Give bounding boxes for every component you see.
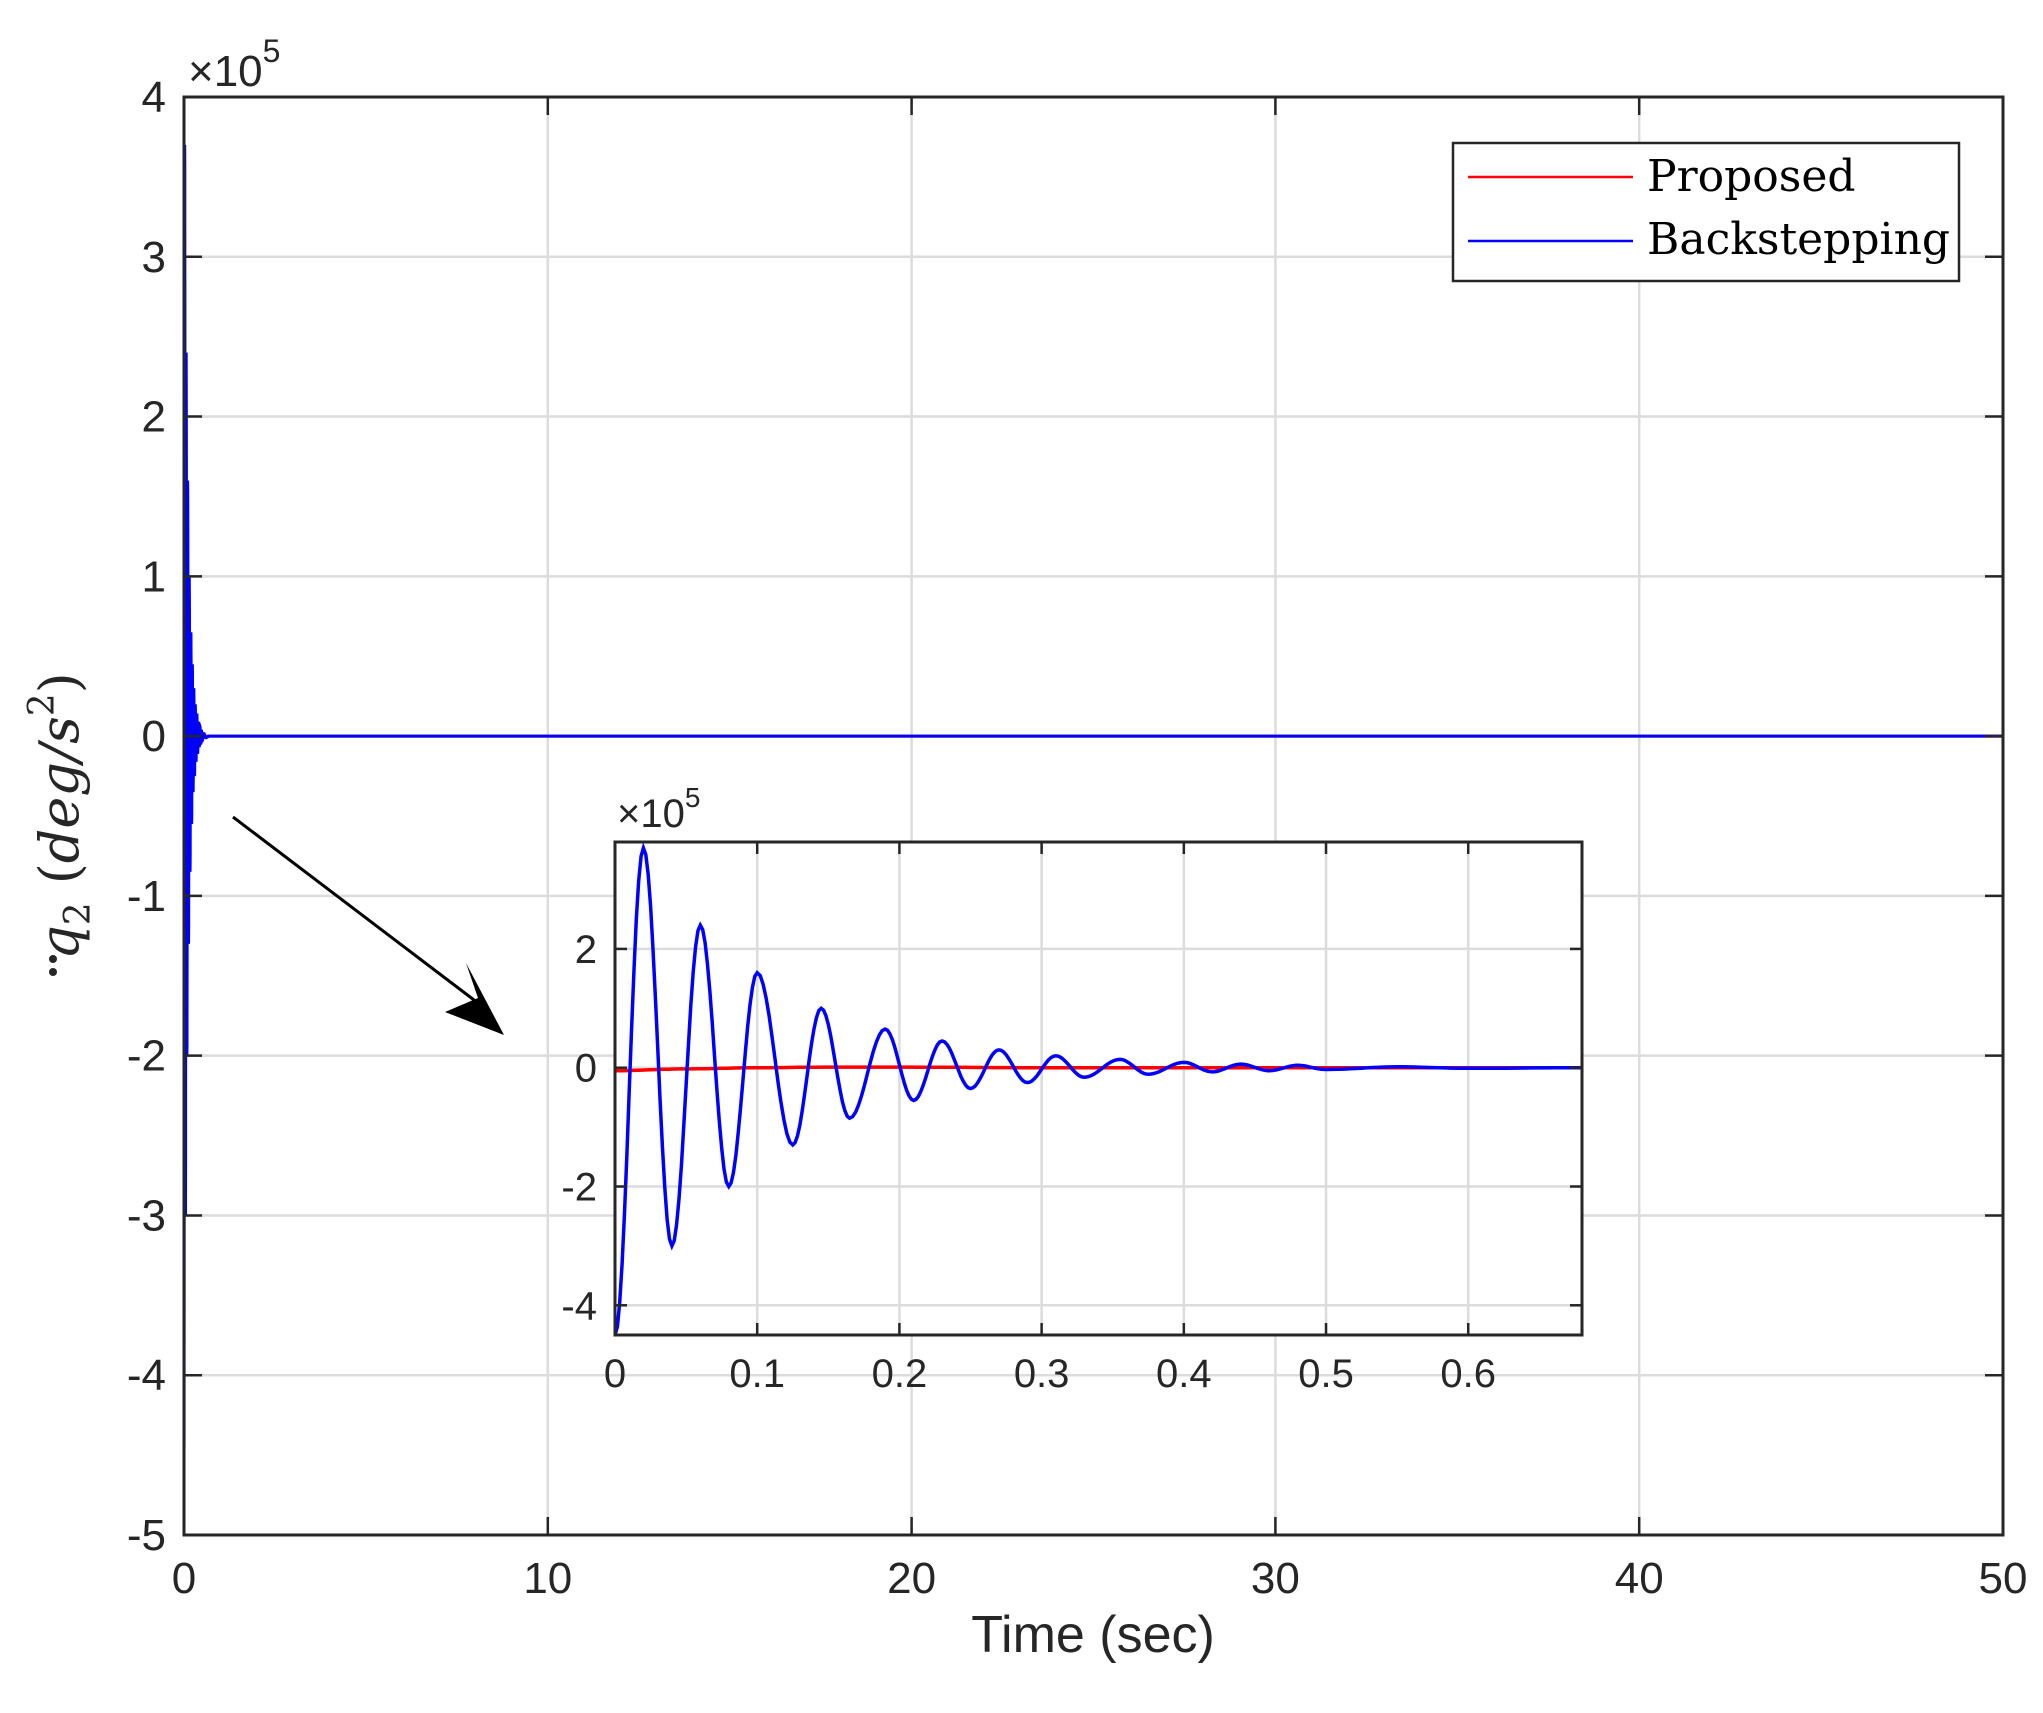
main-y-exponent: ×105 (188, 33, 280, 96)
main-y-tick-label: -5 (127, 1511, 166, 1560)
y-label-accent-dot-upper (49, 968, 57, 976)
main-y-tick-label: 4 (142, 73, 166, 122)
inset-y-tick-label: 2 (575, 928, 597, 972)
main-x-tick-label: 30 (1251, 1554, 1300, 1603)
inset-ticks (613, 842, 1582, 1335)
y-label-accent-dot-lower (49, 955, 57, 963)
legend-label-proposed: Proposed (1647, 151, 1856, 202)
legend-label-backstepping: Backstepping (1647, 214, 1950, 265)
main-y-tick-label: -1 (127, 872, 166, 921)
inset-x-tick-label: 0.6 (1440, 1352, 1496, 1396)
main-y-tick-labels: 4 3 2 1 0 -1 -2 -3 -4 -5 (127, 73, 166, 1560)
zoom-arrow (232, 815, 504, 1035)
inset-series (613, 842, 1582, 1336)
main-y-exponent-power: 5 (263, 33, 281, 69)
main-series-backstepping (182, 144, 2003, 1456)
main-x-tick-label: 40 (1615, 1554, 1664, 1603)
inset-y-exponent-power: 5 (685, 782, 701, 813)
inset-y-tick-label: -4 (561, 1284, 597, 1328)
main-axes-box (182, 95, 2005, 1537)
y-label-symbol: q (28, 925, 91, 960)
main-x-tick-labels: 0 10 20 30 40 50 (172, 1554, 2028, 1603)
inset-y-exponent: ×105 (617, 782, 700, 836)
inset-x-tick-label: 0.4 (1156, 1352, 1212, 1396)
y-label-unit-power: 2 (22, 693, 63, 716)
main-y-tick-label: 1 (142, 552, 166, 601)
y-label-unit: deg/s (28, 716, 91, 863)
inset-y-tick-labels: 2 0 -2 -4 (561, 928, 597, 1328)
inset-axes: 0 0.1 0.2 0.3 0.4 0.5 0.6 2 0 -2 -4 ×105 (561, 782, 1584, 1396)
inset-x-tick-label: 0.1 (729, 1352, 785, 1396)
y-label-paren-open: ( (28, 863, 91, 884)
main-y-tick-label: -3 (127, 1191, 166, 1240)
main-x-axis-label: Time (sec) (971, 1606, 1215, 1664)
inset-y-tick-label: -2 (561, 1166, 597, 1210)
inset-y-tick-label: 0 (575, 1047, 597, 1091)
y-label-subscript: 2 (58, 902, 99, 925)
inset-x-tick-label: 0.2 (872, 1352, 928, 1396)
main-y-tick-label: -4 (127, 1351, 166, 1400)
main-x-tick-label: 50 (1979, 1554, 2028, 1603)
main-y-tick-label: 3 (142, 233, 166, 282)
inset-y-exponent-base: ×10 (617, 792, 685, 836)
main-y-axis-label: q2(deg/s2) (22, 672, 99, 960)
inset-x-tick-label: 0.5 (1298, 1352, 1354, 1396)
inset-x-tick-labels: 0 0.1 0.2 0.3 0.4 0.5 0.6 (604, 1352, 1496, 1396)
main-y-tick-label: 0 (142, 712, 166, 761)
main-y-exponent-base: ×10 (188, 47, 263, 96)
y-label-paren-close: ) (28, 672, 91, 693)
inset-x-tick-label: 0.3 (1014, 1352, 1070, 1396)
inset-x-tick-label: 0 (604, 1352, 626, 1396)
main-y-tick-label: 2 (142, 393, 166, 442)
inset-axes-box (613, 840, 1584, 1337)
inset-series-backstepping (613, 842, 1582, 1336)
main-x-tick-label: 20 (887, 1554, 936, 1603)
zoom-arrow-head (445, 963, 504, 1035)
zoom-arrow-shaft (232, 815, 479, 1005)
legend-box (1451, 141, 1961, 283)
main-ticks (182, 95, 2005, 1537)
main-series (182, 144, 2003, 1456)
main-x-tick-label: 10 (523, 1554, 572, 1603)
legend: Proposed Backstepping (1451, 141, 1961, 283)
main-y-tick-label: -2 (127, 1032, 166, 1081)
main-x-tick-label: 0 (172, 1554, 196, 1603)
inset-plot-area (615, 842, 1582, 1335)
